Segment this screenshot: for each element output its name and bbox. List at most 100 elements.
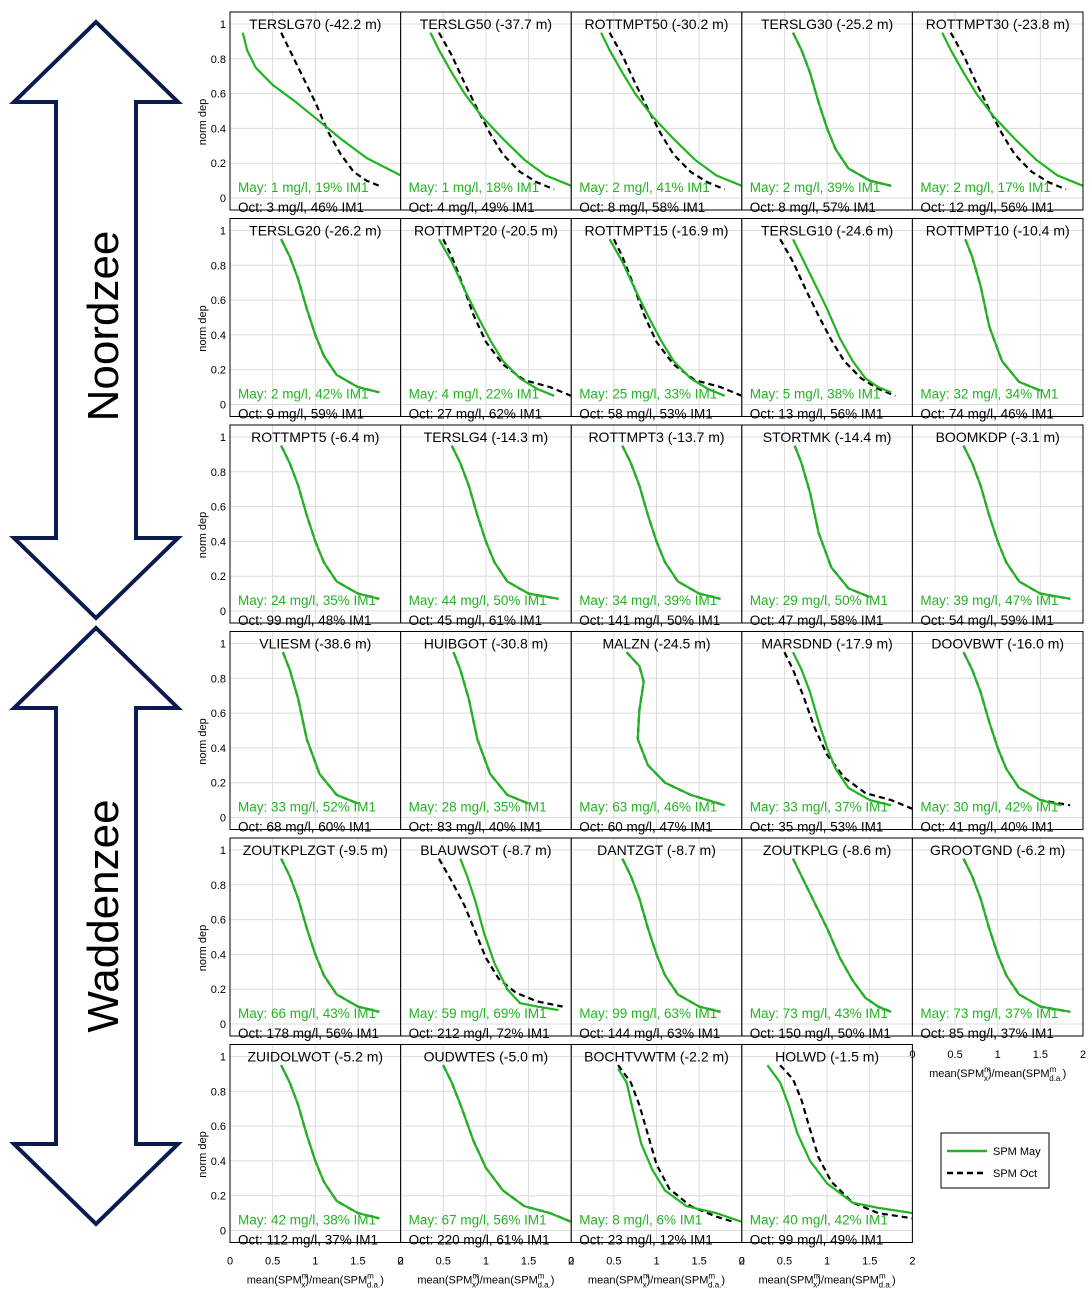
xlabel: mean(SPMm x)/mean(SPMm d.a.) <box>759 1272 896 1290</box>
arrow-noordzee <box>9 19 183 621</box>
series-line-oct <box>281 651 359 805</box>
panel: ZUIDOLWOT (-5.2 m) May: 42 mg/l, 38% IM1 O… <box>197 1044 404 1290</box>
series-line-oct <box>438 32 555 191</box>
xtick-label: 0 <box>227 1256 233 1268</box>
panel-frame <box>911 631 1084 830</box>
ytick-label: 0.6 <box>211 295 226 307</box>
may-stat-label: May: 63 mg/l, 46% IM1 <box>579 800 717 815</box>
ytick-label: 0.2 <box>211 984 226 996</box>
region-label-north: Noordzee <box>79 231 128 422</box>
series-line-may <box>791 858 892 1013</box>
series-line-may <box>280 445 380 600</box>
oct-stat-label: Oct: 3 mg/l, 46% IM1 <box>238 200 364 215</box>
may-stat-label: May: 33 mg/l, 52% IM1 <box>238 800 376 815</box>
series-line-oct <box>452 651 529 805</box>
ytick-label: 0.2 <box>211 158 226 170</box>
panel-title: DOOVBWT (-16.0 m) <box>931 636 1064 652</box>
may-stat-label: May: 2 mg/l, 42% IM1 <box>238 387 369 402</box>
arrow-waddenzee <box>9 625 183 1227</box>
may-stat-label: May: 67 mg/l, 56% IM1 <box>409 1213 547 1228</box>
ytick-label: 1 <box>220 19 226 31</box>
panel: MARSDND (-17.9 m) May: 33 mg/l, 37% IM1 Oc… <box>741 631 913 835</box>
xtick-label: 0.5 <box>947 1049 962 1061</box>
panel: ZOUTKPLZGT (-9.5 m) May: 66 mg/l, 43% IM1… <box>197 837 402 1041</box>
series-line-may <box>621 445 721 600</box>
ytick-label: 0.8 <box>211 467 226 479</box>
ylabel: norm dep <box>197 99 209 145</box>
series-line-may <box>617 1068 743 1223</box>
oct-stat-label: Oct: 112 mg/l, 37% IM1 <box>238 1233 378 1248</box>
ytick-label: 0.6 <box>211 708 226 720</box>
panel: TERSLG20 (-26.2 m) May: 2 mg/l, 42% IM1 Oc… <box>197 218 402 422</box>
xlabel: mean(SPMm x)/mean(SPMm d.a.) <box>588 1272 725 1290</box>
series-line-oct <box>793 445 871 599</box>
panel: TERSLG10 (-24.6 m) May: 5 mg/l, 38% IM1 Oc… <box>741 218 913 422</box>
series-line-oct <box>280 32 380 187</box>
panel-grid: TERSLG70 (-42.2 m) May: 1 mg/l, 19% IM1 Oc… <box>197 11 1086 1290</box>
xtick-label: 1.5 <box>350 1256 365 1268</box>
series-line-may <box>793 445 871 599</box>
panel-title: VLIESM (-38.6 m) <box>259 636 371 652</box>
xtick-label: 0 <box>739 1256 745 1268</box>
ytick-label: 0.8 <box>211 880 226 892</box>
panel-title: TERSLG50 (-37.7 m) <box>420 16 552 32</box>
ytick-label: 1 <box>220 1052 226 1064</box>
panel: ROTTMPT5 (-6.4 m) May: 24 mg/l, 35% IM1 Oc… <box>197 424 402 628</box>
may-stat-label: May: 2 mg/l, 39% IM1 <box>750 180 881 195</box>
ytick-label: 0.2 <box>211 778 226 790</box>
oct-stat-label: Oct: 212 mg/l, 72% IM1 <box>409 1026 550 1041</box>
series-line-may <box>791 238 892 394</box>
ylabel: norm dep <box>197 718 209 764</box>
ytick-label: 0.4 <box>211 1156 226 1168</box>
panel-title: TERSLG20 (-26.2 m) <box>249 223 381 239</box>
series-line-may <box>281 651 359 805</box>
panel-title: BLAUWSOT (-8.7 m) <box>420 842 551 858</box>
panel: TERSLG50 (-37.7 m) May: 1 mg/l, 18% IM1 Oc… <box>400 11 572 215</box>
ylabel: norm dep <box>197 305 209 351</box>
may-stat-label: May: 2 mg/l, 41% IM1 <box>579 180 710 195</box>
panel-title: MALZN (-24.5 m) <box>602 636 710 652</box>
may-stat-label: May: 44 mg/l, 50% IM1 <box>409 593 547 608</box>
oct-stat-label: Oct: 12 mg/l, 56% IM1 <box>920 200 1054 215</box>
panel-title: ZUIDOLWOT (-5.2 m) <box>248 1049 384 1065</box>
series-line-oct <box>612 238 743 397</box>
panel: HUIBGOT (-30.8 m) May: 28 mg/l, 35% IM1 Oc… <box>400 631 572 835</box>
ytick-label: 0.4 <box>211 123 226 135</box>
xtick-label: 0.5 <box>606 1256 621 1268</box>
ytick-label: 0.4 <box>211 949 226 961</box>
panel: BOOMKDP (-3.1 m) May: 39 mg/l, 47% IM1 Oct… <box>911 424 1084 628</box>
panel-frame <box>911 11 1084 211</box>
xtick-label: 1 <box>312 1256 318 1268</box>
oct-stat-label: Oct: 83 mg/l, 40% IM1 <box>409 820 543 835</box>
ylabel: norm dep <box>197 1131 209 1177</box>
may-stat-label: May: 40 mg/l, 42% IM1 <box>750 1213 888 1228</box>
may-stat-label: May: 5 mg/l, 38% IM1 <box>750 387 881 402</box>
ytick-label: 0.8 <box>211 673 226 685</box>
xlabel: mean(SPMm x)/mean(SPMm d.a.) <box>929 1065 1066 1083</box>
oct-stat-label: Oct: 220 mg/l, 61% IM1 <box>409 1233 550 1248</box>
series-line-may <box>791 651 892 807</box>
panel: BOCHTVWTM (-2.2 m) May: 8 mg/l, 6% IM1 Oct… <box>568 1044 745 1290</box>
panel: ROTTMPT50 (-30.2 m) May: 2 mg/l, 41% IM1 O… <box>570 11 743 215</box>
ytick-label: 1 <box>220 845 226 857</box>
panel: ROTTMPT10 (-10.4 m) May: 32 mg/l, 34% IM1… <box>911 218 1084 422</box>
panel: VLIESM (-38.6 m) May: 33 mg/l, 52% IM1 Oct… <box>197 631 402 835</box>
ytick-label: 0.8 <box>211 260 226 272</box>
series-line-may <box>280 858 380 1013</box>
xtick-label: 0 <box>568 1256 574 1268</box>
panel-title: ROTTMPT15 (-16.9 m) <box>585 223 729 239</box>
legend-may-label: SPM May <box>993 1146 1041 1158</box>
xtick-label: 0.5 <box>436 1256 451 1268</box>
series-line-may <box>450 445 559 600</box>
ytick-label: 0 <box>220 400 226 412</box>
ylabel: norm dep <box>197 925 209 971</box>
xtick-label: 1 <box>653 1256 659 1268</box>
ytick-label: 1 <box>220 432 226 444</box>
panel-title: HUIBGOT (-30.8 m) <box>424 636 548 652</box>
ytick-label: 0.8 <box>211 1086 226 1098</box>
panel: TERSLG4 (-14.3 m) May: 44 mg/l, 50% IM1 Oc… <box>400 424 572 628</box>
panel-frame <box>911 837 1084 1037</box>
xtick-label: 1.5 <box>862 1256 877 1268</box>
may-stat-label: May: 42 mg/l, 38% IM1 <box>238 1213 376 1228</box>
